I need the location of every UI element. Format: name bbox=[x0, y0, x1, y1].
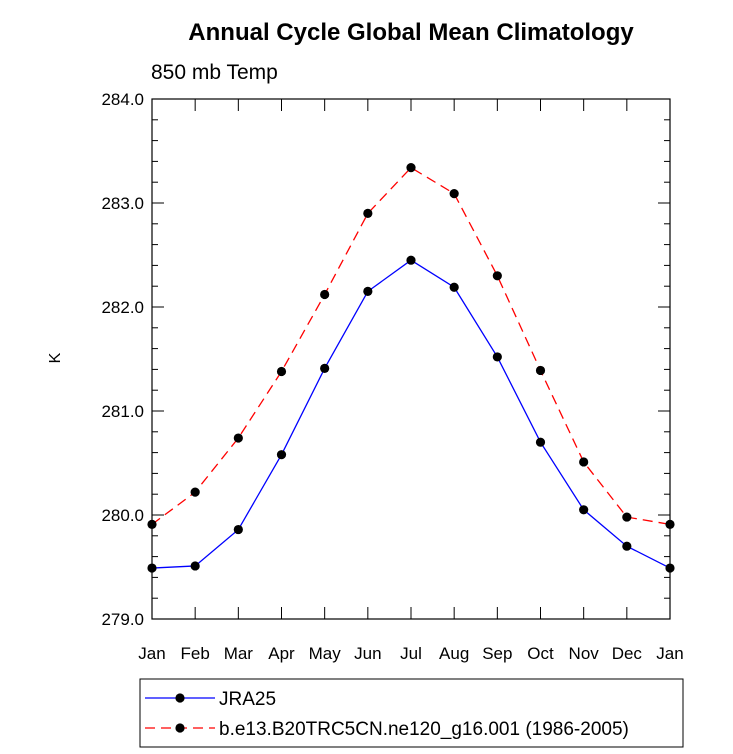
series-2-point-13 bbox=[665, 519, 675, 529]
x-tick-label-nov: Nov bbox=[569, 644, 600, 663]
series-1-point-5 bbox=[320, 363, 330, 373]
series-2-point-11 bbox=[579, 457, 589, 467]
x-tick-label-jul: Jul bbox=[400, 644, 422, 663]
y-tick-label: 280.0 bbox=[101, 506, 144, 525]
series-line-1 bbox=[151, 259, 671, 569]
x-tick-label-oct: Oct bbox=[527, 644, 554, 663]
y-tick-label: 283.0 bbox=[101, 194, 144, 213]
tick-marks bbox=[151, 98, 671, 620]
series-2-point-10 bbox=[535, 365, 546, 376]
x-tick-label-aug: Aug bbox=[439, 644, 469, 663]
x-tick-label-feb: Feb bbox=[181, 644, 210, 663]
legend-marker-2 bbox=[175, 723, 185, 733]
series-1-point-7 bbox=[406, 255, 416, 265]
legend-label-2: b.e13.B20TRC5CN.ne120_g16.001 (1986-2005… bbox=[219, 719, 629, 740]
chart-title: Annual Cycle Global Mean Climatology bbox=[188, 19, 634, 46]
series-1-point-1 bbox=[147, 563, 157, 573]
x-tick-label-apr: Apr bbox=[268, 644, 295, 663]
x-tick-label-may: May bbox=[309, 644, 342, 663]
series-1-point-9 bbox=[492, 352, 502, 362]
series-1-point-4 bbox=[276, 450, 287, 460]
x-tick-label-jan: Jan bbox=[138, 644, 165, 663]
series-1-point-11 bbox=[579, 505, 589, 515]
series-2-point-7 bbox=[406, 163, 416, 173]
y-tick-labels: 279.0 280.0 281.0 282.0 283.0 284.0 bbox=[101, 90, 144, 629]
series-1-point-10 bbox=[535, 437, 546, 447]
series-2-point-3 bbox=[233, 433, 243, 443]
chart-subtitle: 850 mb Temp bbox=[151, 61, 278, 84]
series-1-point-12 bbox=[622, 541, 632, 551]
series-2-point-6 bbox=[363, 208, 373, 218]
series-1-point-2 bbox=[190, 561, 200, 571]
y-tick-label: 279.0 bbox=[101, 610, 144, 629]
x-tick-label-sep: Sep bbox=[482, 644, 512, 663]
x-tick-label-jun: Jun bbox=[354, 644, 381, 663]
x-tick-label-dec: Dec bbox=[612, 644, 643, 663]
series-2-point-1 bbox=[147, 519, 157, 529]
y-tick-label: 282.0 bbox=[101, 298, 144, 317]
y-tick-label: 281.0 bbox=[101, 402, 144, 421]
series-1-point-3 bbox=[233, 524, 243, 535]
series-2-point-2 bbox=[190, 487, 200, 497]
plot-frame bbox=[151, 98, 671, 620]
y-axis-label: K bbox=[47, 352, 64, 363]
legend-label-1: JRA25 bbox=[219, 689, 276, 710]
series-2-point-8 bbox=[449, 189, 459, 199]
series-2-point-9 bbox=[492, 271, 502, 281]
legend: JRA25 b.e13.B20TRC5CN.ne120_g16.001 (1986… bbox=[145, 689, 629, 740]
series-2-point-5 bbox=[320, 289, 330, 300]
x-tick-label-jan: Jan bbox=[656, 644, 683, 663]
y-tick-label: 284.0 bbox=[101, 90, 144, 109]
legend-marker-1 bbox=[175, 693, 185, 703]
legend-box bbox=[139, 678, 684, 748]
data-series bbox=[147, 163, 675, 573]
x-tick-labels: Jan Feb Mar Apr May Jun Jul Aug Sep Oct Nov Dec Jan bbox=[138, 644, 683, 663]
series-1-point-13 bbox=[665, 563, 675, 573]
x-tick-label-mar: Mar bbox=[224, 644, 254, 663]
series-1-point-8 bbox=[449, 282, 459, 292]
series-line-2 bbox=[151, 166, 671, 526]
series-1-point-6 bbox=[363, 286, 373, 296]
series-2-point-12 bbox=[622, 512, 632, 522]
series-2-point-4 bbox=[276, 366, 287, 377]
